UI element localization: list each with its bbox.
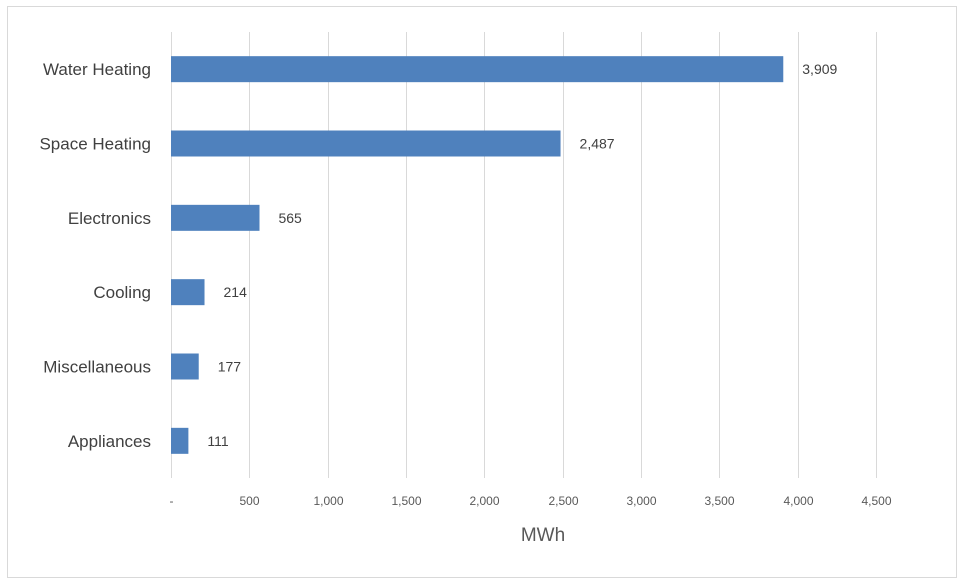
bar <box>171 353 199 380</box>
data-label: 2,487 <box>580 136 615 152</box>
category-label: Appliances <box>68 432 151 451</box>
data-label: 565 <box>278 210 302 226</box>
x-axis-title: MWh <box>521 525 565 546</box>
labels: - 500 1,000 1,500 2,000 2,500 3,000 3,500 4,000 4… <box>39 60 891 508</box>
x-tick-label: - <box>170 494 174 508</box>
category-label: Miscellaneous <box>43 358 151 377</box>
data-label: 3,909 <box>802 61 837 77</box>
bars <box>171 56 784 454</box>
bar <box>171 279 205 306</box>
bar <box>171 427 189 454</box>
x-tick-label: 500 <box>239 494 259 508</box>
data-label: 214 <box>224 284 248 300</box>
category-label: Cooling <box>93 283 151 302</box>
x-tick-label: 2,000 <box>469 494 499 508</box>
bar <box>171 56 784 83</box>
data-label: 111 <box>207 433 228 449</box>
bar <box>171 204 260 231</box>
data-label: 177 <box>218 359 242 375</box>
category-label: Water Heating <box>43 60 151 79</box>
category-label: Space Heating <box>39 135 151 154</box>
x-tick-label: 2,500 <box>548 494 578 508</box>
x-tick-label: 4,500 <box>861 494 891 508</box>
bar <box>171 130 561 157</box>
x-tick-label: 1,000 <box>313 494 343 508</box>
x-tick-label: 3,500 <box>704 494 734 508</box>
gridlines <box>171 32 877 478</box>
x-tick-label: 4,000 <box>783 494 813 508</box>
x-tick-label: 3,000 <box>626 494 656 508</box>
category-label: Electronics <box>68 209 151 228</box>
x-tick-label: 1,500 <box>391 494 421 508</box>
